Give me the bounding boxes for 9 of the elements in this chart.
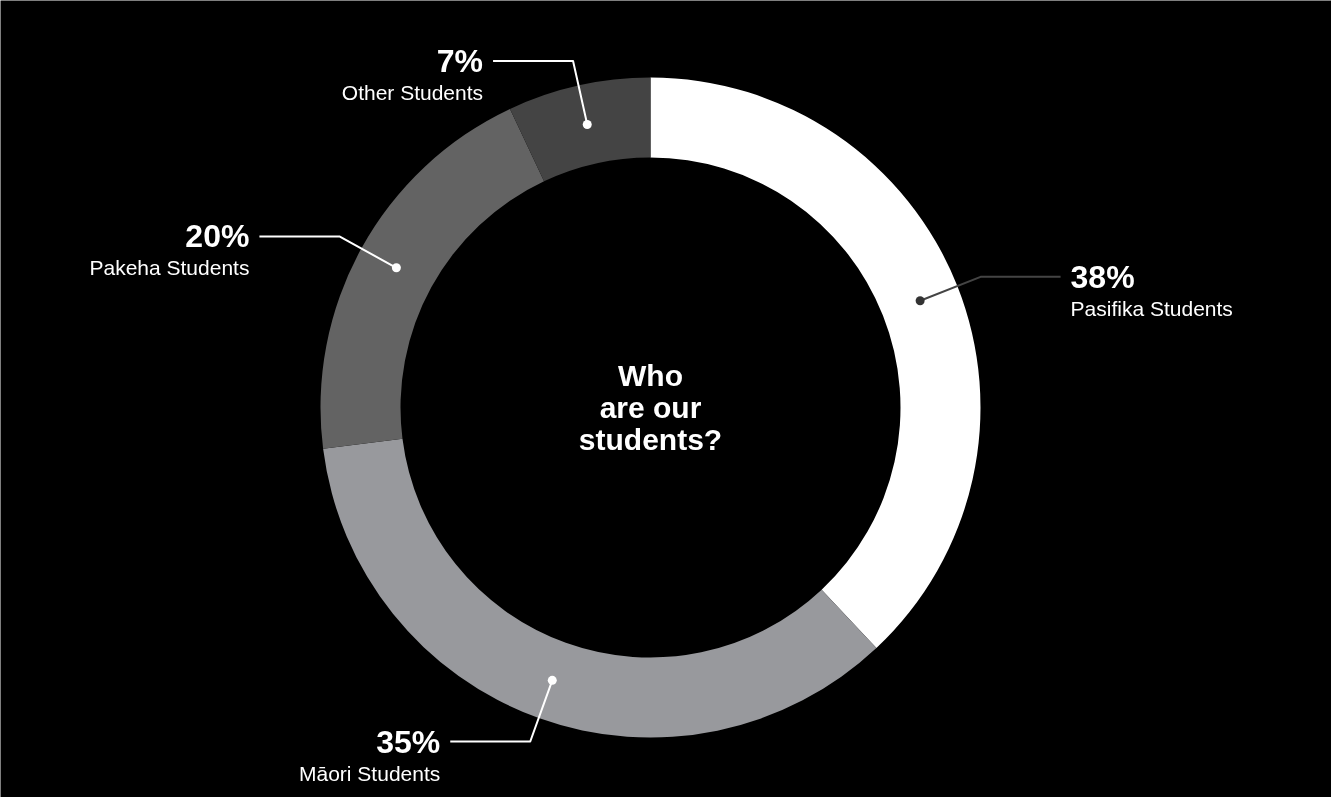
data-label: 35%: [376, 723, 441, 760]
text: Who are our students?: [578, 359, 723, 456]
data-label: 38%: [1070, 258, 1135, 295]
data-label: 20%: [185, 218, 250, 255]
slice-label: Other Students: [341, 81, 484, 105]
slice-label: Māori Students: [299, 761, 441, 785]
slice-label: Pakeha Students: [89, 256, 250, 280]
slice-label: Pasifika Students: [1070, 296, 1233, 320]
data-label: 7%: [436, 43, 484, 80]
